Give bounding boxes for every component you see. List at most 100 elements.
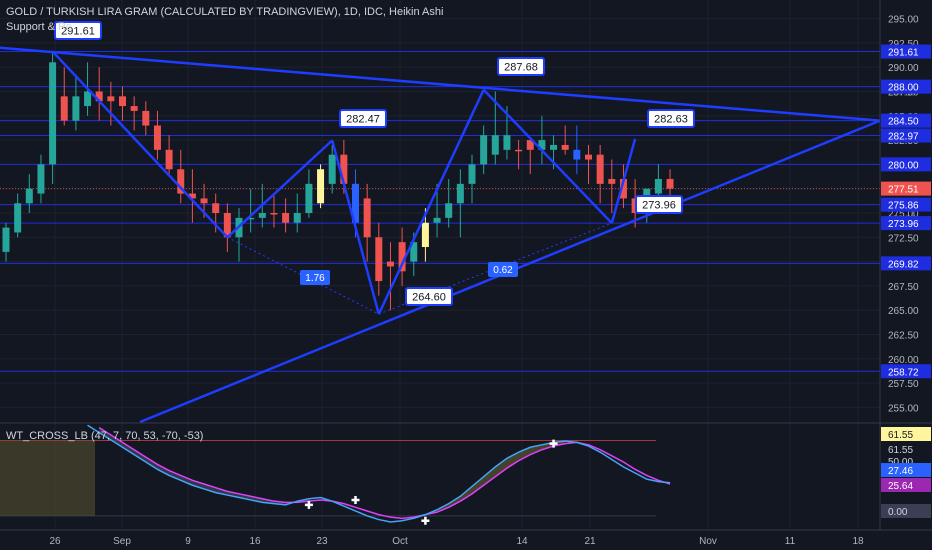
ratio-label-box	[488, 262, 518, 277]
candle-body	[410, 242, 418, 262]
swing-label: 282.47	[346, 114, 380, 126]
candle-body	[37, 164, 45, 194]
candle-body	[561, 144, 569, 150]
level-price-badge	[881, 44, 931, 59]
candle-body	[491, 135, 499, 155]
swing-label-box	[647, 109, 695, 128]
price-tick-label: 260.00	[888, 355, 919, 366]
level-price-label: 273.96	[888, 219, 919, 230]
price-tick-label: 275.00	[888, 209, 919, 220]
candle-body	[142, 110, 150, 126]
swing-label-box	[339, 109, 387, 128]
time-tick-label: 21	[584, 536, 596, 547]
indicator-value-badge	[881, 463, 931, 477]
indicator-value-label: 50.00	[888, 457, 913, 468]
candle-body	[503, 135, 511, 150]
time-tick-label: 23	[316, 536, 328, 547]
indicator-support-resistance-label[interactable]: Support & Re	[6, 21, 73, 33]
candle-body	[619, 178, 627, 199]
pattern-leg	[51, 50, 229, 239]
candle-body	[386, 261, 394, 267]
time-tick-label: 14	[516, 536, 528, 547]
candle-body	[573, 149, 581, 160]
candle-body	[95, 91, 103, 102]
candle-body	[84, 91, 92, 107]
candle-body	[293, 213, 301, 223]
cross-marker	[549, 439, 558, 448]
cross-marker	[304, 500, 313, 509]
time-tick-label: 9	[185, 536, 191, 547]
level-price-badge	[881, 79, 931, 94]
ratio-connector	[227, 236, 380, 315]
price-tick-label: 265.00	[888, 306, 919, 317]
candle-body	[421, 222, 429, 248]
indicator-zone	[0, 440, 95, 516]
candle-body	[363, 198, 371, 238]
candle-body	[212, 203, 220, 213]
swing-label: 264.60	[412, 292, 446, 304]
candle-body	[25, 188, 33, 204]
candle-body	[188, 193, 196, 199]
candle-body	[14, 203, 22, 233]
level-price-badge	[881, 364, 931, 379]
candle-body	[200, 198, 208, 204]
upper-trend-line	[0, 46, 881, 122]
candle-body	[247, 217, 255, 220]
candle-body	[433, 217, 441, 223]
candle-body	[282, 213, 290, 223]
ratio-label: 1.76	[305, 273, 325, 284]
price-tick-label: 290.00	[888, 63, 919, 74]
swing-label-box	[405, 287, 453, 306]
level-price-label: 280.00	[888, 160, 919, 171]
candle-body	[317, 169, 325, 204]
level-price-label: 291.61	[888, 48, 919, 59]
chart-title: GOLD / TURKISH LIRA GRAM (CALCULATED BY …	[6, 6, 444, 18]
candle-body	[480, 135, 488, 165]
candle-body	[72, 96, 80, 121]
level-price-badge	[881, 128, 931, 143]
indicator-value-badge	[881, 442, 931, 456]
candle-body	[445, 203, 453, 218]
time-tick-label: Oct	[392, 536, 408, 547]
level-price-badge	[881, 157, 931, 172]
level-price-label: 269.82	[888, 259, 919, 270]
swing-label: 273.96	[642, 200, 676, 212]
pattern-leg	[377, 89, 485, 315]
time-tick-label: 11	[785, 536, 796, 547]
candle-body	[468, 164, 476, 184]
time-tick-label: Sep	[113, 536, 131, 547]
indicator-label[interactable]: WT_CROSS_LB (47, 7, 70, 53, -70, -53)	[6, 430, 204, 442]
swing-label-box	[635, 195, 683, 214]
candle-body	[258, 213, 266, 218]
candle-body	[526, 140, 534, 150]
candle-body	[328, 154, 336, 184]
candle-body	[2, 227, 10, 252]
price-tick-label: 262.50	[888, 331, 919, 342]
price-tick-label: 257.50	[888, 379, 919, 390]
candle-body	[456, 183, 464, 204]
candle-body	[107, 96, 115, 102]
wt1-line	[87, 424, 671, 523]
pattern-leg	[482, 88, 613, 224]
candle-body	[340, 154, 348, 184]
pattern-leg	[226, 139, 334, 239]
indicator-value-label: 0.00	[888, 507, 908, 518]
swing-label: 287.68	[504, 62, 538, 74]
level-price-label: 288.00	[888, 83, 919, 94]
candle-body	[49, 62, 57, 165]
candle-body	[654, 178, 662, 194]
candle-body	[596, 154, 604, 184]
candle-body	[352, 183, 359, 223]
candle-body	[375, 237, 383, 282]
price-tick-label: 292.50	[888, 39, 919, 50]
candle-body	[538, 140, 546, 150]
swing-label-box	[54, 21, 102, 40]
cross-marker	[421, 516, 430, 525]
swing-label-box	[497, 57, 545, 76]
candle-body	[223, 213, 231, 238]
level-price-badge	[881, 197, 931, 212]
indicator-value-badge	[881, 504, 931, 518]
candle-body	[515, 149, 523, 152]
